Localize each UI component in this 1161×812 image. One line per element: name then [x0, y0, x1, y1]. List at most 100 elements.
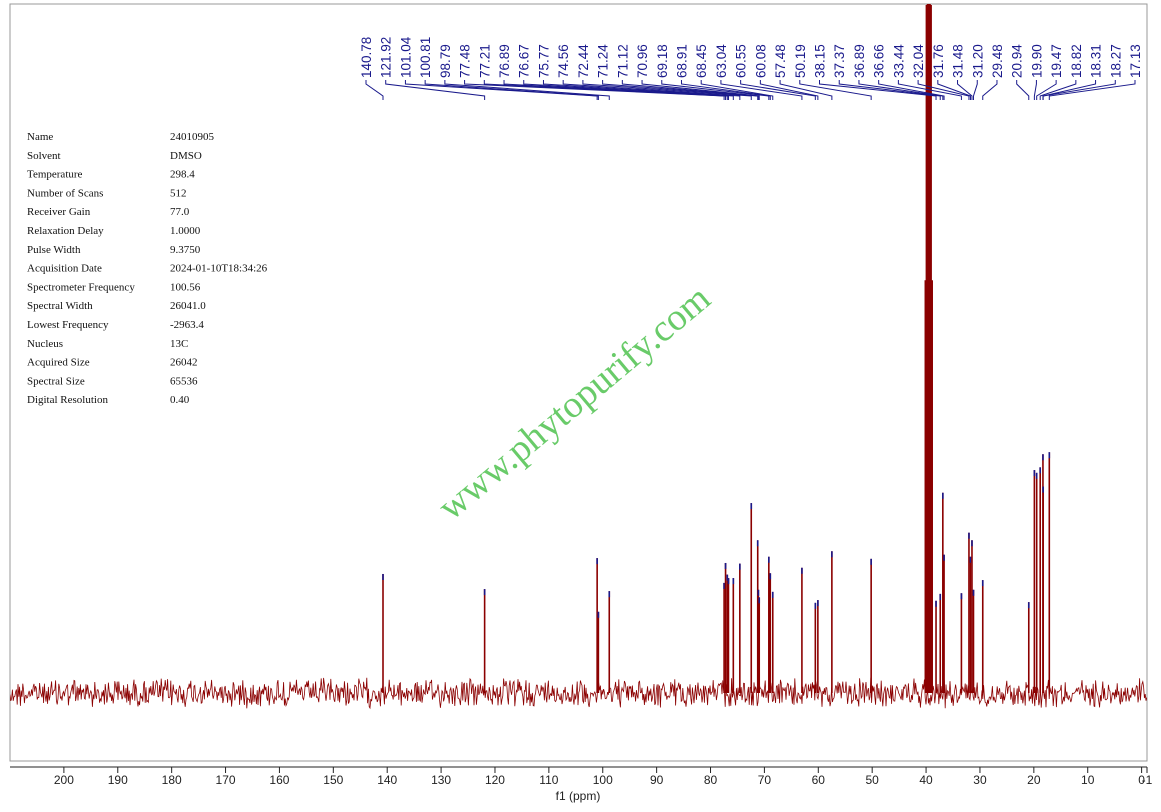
peak-leader — [424, 80, 599, 100]
peak-leader — [759, 80, 819, 100]
param-name: Spectrometer Frequency — [27, 281, 135, 293]
peak-label: 72.44 — [576, 44, 591, 78]
peak-label: 18.82 — [1069, 44, 1084, 78]
peak-label: 68.45 — [694, 44, 709, 78]
param-name: Relaxation Delay — [27, 225, 104, 237]
x-tick-label: 190 — [108, 773, 128, 787]
x-tick-label: 0 — [1138, 773, 1145, 787]
param-name: Spectral Size — [27, 375, 85, 387]
peak-label: 36.89 — [852, 44, 867, 78]
x-tick-label: 170 — [216, 773, 236, 787]
peak-leader — [562, 80, 741, 100]
peak-label: 77.21 — [477, 44, 492, 78]
peak-leader — [982, 80, 998, 100]
param-value: 77.0 — [170, 206, 190, 218]
peak-leader — [1048, 80, 1136, 100]
peak-label: 17.13 — [1128, 44, 1143, 78]
peak-leader — [1042, 80, 1116, 100]
baseline-noise — [10, 677, 1147, 710]
peak-label: 60.08 — [753, 44, 768, 78]
peak-label: 36.66 — [872, 44, 887, 78]
peak-label: 63.04 — [714, 44, 729, 78]
peak-label: 75.77 — [536, 44, 551, 78]
peak-leader — [680, 80, 771, 100]
peak-label: 38.15 — [813, 44, 828, 78]
param-name: Name — [27, 131, 53, 143]
peak-label: 20.94 — [1010, 44, 1025, 78]
param-value: 26042 — [170, 357, 198, 369]
param-value: -2963.4 — [170, 319, 204, 331]
param-value: 298.4 — [170, 169, 195, 181]
param-name: Lowest Frequency — [27, 319, 109, 331]
peak-leader — [779, 80, 833, 100]
peak-label: 50.19 — [793, 44, 808, 78]
peak-leader — [937, 80, 971, 100]
peak-label: 31.20 — [970, 44, 985, 78]
peak-label: 68.91 — [674, 44, 689, 78]
peak-label: 19.90 — [1029, 44, 1044, 78]
peak-leader — [858, 80, 944, 100]
peak-leader — [365, 80, 384, 100]
peak-leader — [878, 80, 945, 100]
peak-label: 76.67 — [517, 44, 532, 78]
peak-label: 121.92 — [379, 37, 394, 78]
peak-leader — [972, 80, 978, 100]
x-tick-label: 90 — [650, 773, 664, 787]
peak-label: 31.76 — [931, 44, 946, 78]
peak-leader — [523, 80, 729, 100]
param-value: 9.3750 — [170, 244, 201, 256]
peak-leader — [897, 80, 962, 100]
peak-label: 19.47 — [1049, 44, 1064, 78]
x-tick-label: 140 — [377, 773, 397, 787]
peak-leader — [957, 80, 973, 100]
peak-leader — [582, 80, 752, 100]
peak-leader — [720, 80, 803, 100]
x-tick-label: 110 — [539, 773, 558, 787]
peak-leader — [641, 80, 760, 100]
x-tick-label: 50 — [866, 773, 880, 787]
peak-label: 18.27 — [1108, 44, 1123, 78]
peak-label: 140.78 — [359, 37, 374, 78]
peak-label: 33.44 — [891, 44, 906, 78]
x-tick-label: 40 — [919, 773, 933, 787]
x-tick-label: 130 — [431, 773, 451, 787]
param-name: Digital Resolution — [27, 394, 108, 406]
param-value: 0.40 — [170, 394, 190, 406]
param-value: 100.56 — [170, 281, 201, 293]
peak-leader — [385, 80, 486, 100]
peak-leader — [838, 80, 941, 100]
x-tick-label: 70 — [758, 773, 772, 787]
peak-label: 57.48 — [773, 44, 788, 78]
peak-leader — [602, 80, 759, 100]
peak-label: 71.12 — [615, 44, 630, 78]
peak-leader — [740, 80, 816, 100]
peak-leader — [700, 80, 774, 100]
x-tick-label: 80 — [704, 773, 718, 787]
peak-leader — [1016, 80, 1030, 100]
param-value: 512 — [170, 187, 187, 199]
x-tick-label: 160 — [269, 773, 289, 787]
peak-label: 37.37 — [832, 44, 847, 78]
x-tick-label: 30 — [973, 773, 987, 787]
peak-label: 74.56 — [556, 44, 571, 78]
param-name: Number of Scans — [27, 187, 103, 199]
param-name: Receiver Gain — [27, 206, 91, 218]
peak-leader — [404, 80, 598, 100]
param-name: Nucleus — [27, 338, 63, 350]
peak-label: 76.89 — [497, 44, 512, 78]
x-tick-label: 180 — [162, 773, 182, 787]
x-tick-label: 120 — [485, 773, 505, 787]
param-value: 24010905 — [170, 131, 215, 143]
peak-leader — [1042, 80, 1097, 100]
param-value: DMSO — [170, 150, 202, 162]
peak-leader — [503, 80, 728, 100]
x-tick-label: 150 — [323, 773, 343, 787]
plot-frame — [9, 3, 1148, 762]
param-value: 65536 — [170, 375, 198, 387]
param-value: 2024-01-10T18:34:26 — [170, 263, 268, 275]
peak-label: 70.96 — [635, 44, 650, 78]
peak-label: 29.48 — [990, 44, 1005, 78]
param-name: Spectral Width — [27, 300, 93, 312]
peak-label: 98.79 — [438, 44, 453, 78]
